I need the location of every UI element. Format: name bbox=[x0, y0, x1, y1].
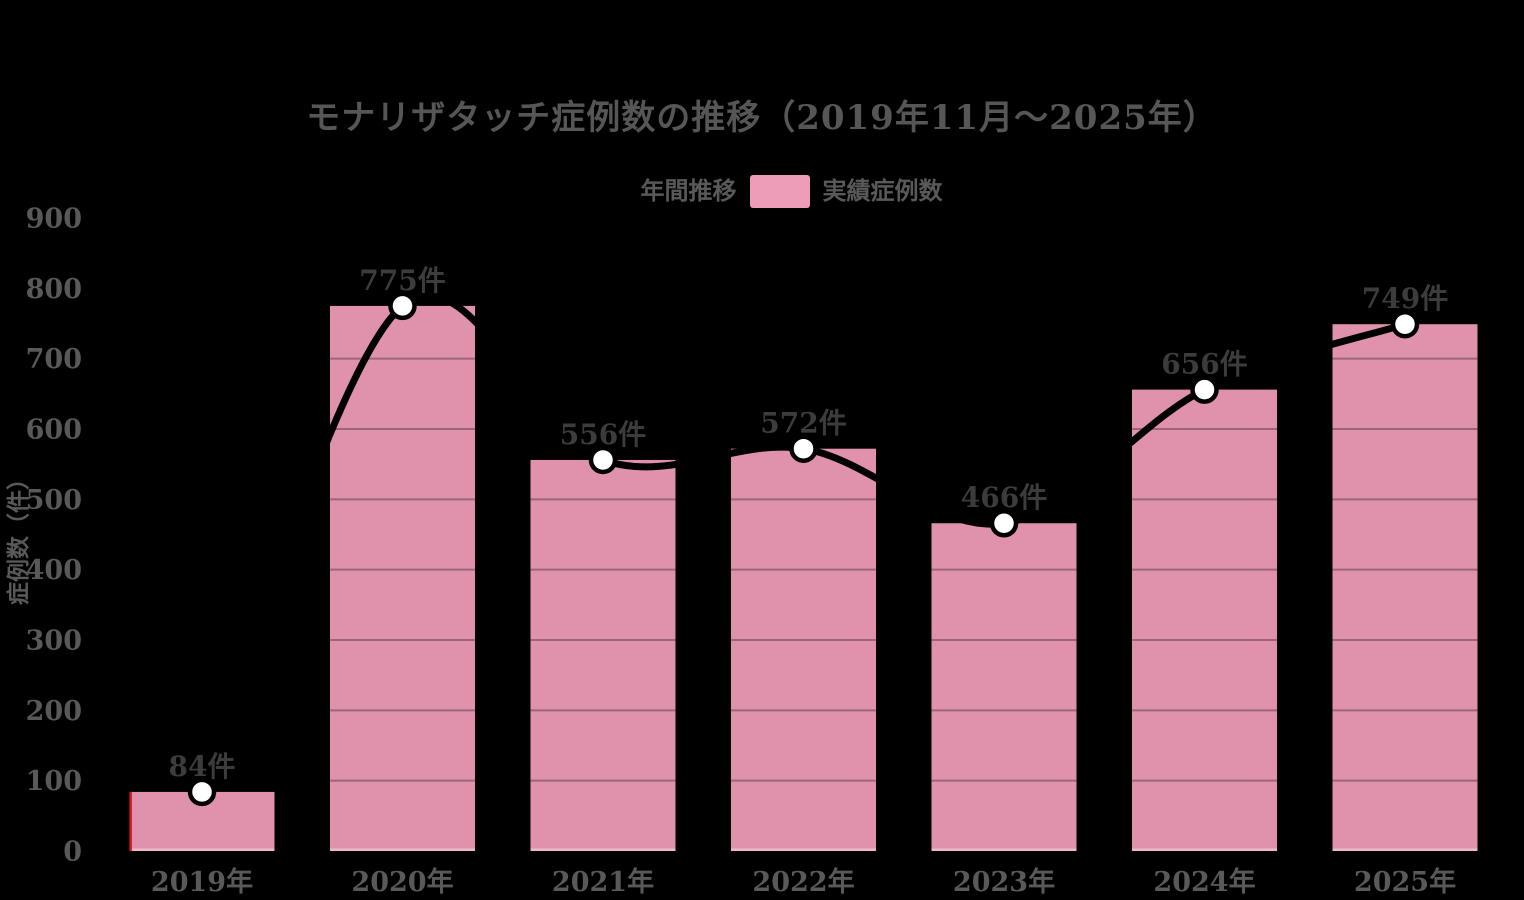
bar-baseline-highlight bbox=[129, 848, 275, 851]
bar-baseline-highlight bbox=[1132, 848, 1277, 851]
chart-title: モナリザタッチ症例数の推移（2019年11月～2025年） bbox=[306, 98, 1218, 138]
x-tick-2022年: 2022年 bbox=[752, 866, 854, 898]
data-label-2024年: 656件 bbox=[1161, 348, 1247, 381]
y-tick-300: 300 bbox=[26, 626, 82, 657]
marker-2020年 bbox=[388, 291, 417, 321]
y-axis-title: 症例数（件） bbox=[5, 467, 32, 605]
bar-2021年 bbox=[530, 459, 676, 851]
marker-2022年 bbox=[789, 434, 818, 463]
y-tick-0: 0 bbox=[63, 837, 82, 868]
first-bar-left-accent bbox=[129, 791, 132, 851]
y-tick-200: 200 bbox=[26, 696, 82, 727]
bar-baseline-highlight bbox=[931, 848, 1077, 851]
marker-2023年 bbox=[989, 508, 1019, 538]
data-label-2025年: 749件 bbox=[1362, 282, 1448, 315]
x-tick-2025年: 2025年 bbox=[1354, 866, 1456, 898]
x-tick-2023年: 2023年 bbox=[953, 866, 1055, 898]
data-label-2023年: 466件 bbox=[961, 481, 1047, 514]
trend-line bbox=[198, 292, 1409, 796]
legend-bar-label: 実績症例数 bbox=[822, 176, 943, 205]
y-tick-400: 400 bbox=[26, 555, 82, 586]
bar-baseline-highlight bbox=[731, 848, 876, 851]
legend-bar-swatch bbox=[749, 174, 810, 208]
bar-2022年 bbox=[731, 448, 876, 851]
x-tick-2021年: 2021年 bbox=[552, 866, 654, 898]
bar-baseline-highlight bbox=[530, 848, 676, 851]
bar-2024年 bbox=[1132, 389, 1277, 851]
y-tick-700: 700 bbox=[26, 344, 82, 375]
data-label-2019年: 84件 bbox=[169, 750, 236, 783]
y-tick-500: 500 bbox=[26, 485, 82, 516]
y-tick-100: 100 bbox=[26, 766, 82, 797]
legend-line-label: 年間推移 bbox=[640, 176, 737, 205]
bar-baseline-highlight bbox=[1332, 848, 1478, 851]
data-label-2020年: 775件 bbox=[359, 264, 445, 297]
data-label-2022年: 572件 bbox=[760, 407, 846, 440]
legend: 年間推移 実績症例数 bbox=[0, 172, 1524, 210]
bar-2020年 bbox=[330, 305, 475, 852]
y-tick-900: 900 bbox=[26, 204, 82, 235]
data-label-2021年: 556件 bbox=[560, 418, 646, 451]
x-tick-2020年: 2020年 bbox=[351, 866, 453, 898]
x-tick-2024年: 2024年 bbox=[1153, 866, 1255, 898]
bar-2023年 bbox=[931, 523, 1077, 851]
marker-2021年 bbox=[588, 445, 618, 475]
y-tick-600: 600 bbox=[26, 415, 82, 446]
bar-2025年 bbox=[1332, 324, 1478, 851]
legend-line-swatch bbox=[581, 188, 628, 194]
marker-2025年 bbox=[1390, 309, 1420, 339]
x-tick-2019年: 2019年 bbox=[151, 866, 253, 898]
y-tick-800: 800 bbox=[26, 274, 82, 305]
bar-baseline-highlight bbox=[330, 848, 475, 851]
marker-2019年 bbox=[187, 777, 217, 807]
marker-2024年 bbox=[1190, 375, 1219, 404]
